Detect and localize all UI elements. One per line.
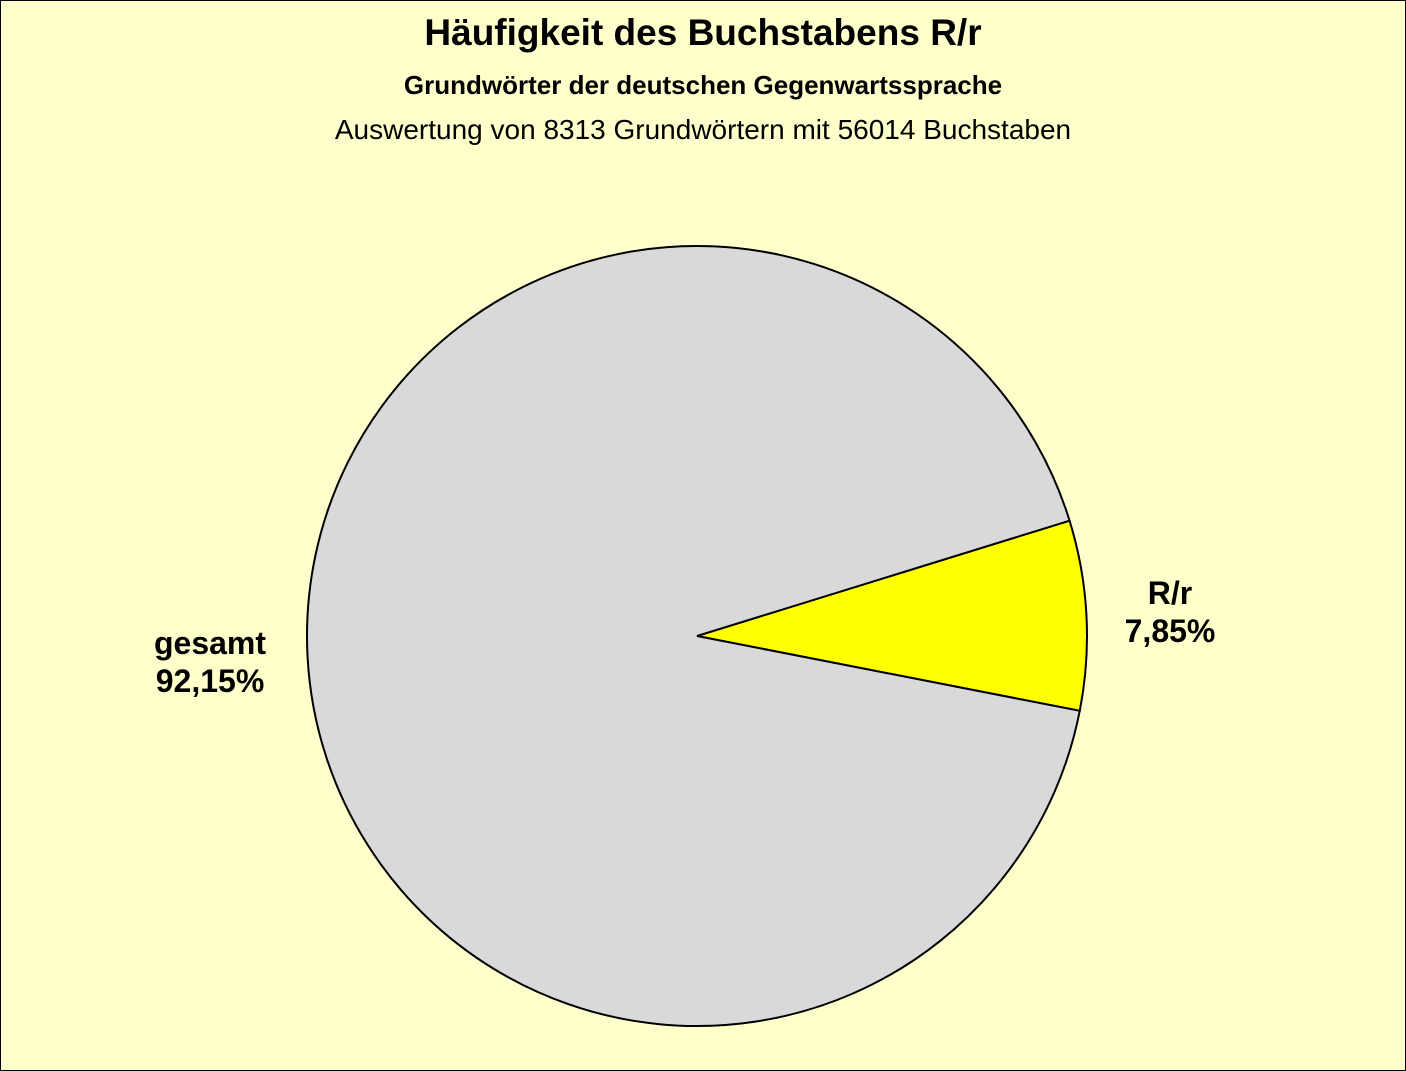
slice-label-r: R/r 7,85% [1100, 574, 1240, 650]
slice-value-gesamt: 92,15% [155, 663, 265, 699]
slice-name-r: R/r [1147, 575, 1193, 611]
chart-note: Auswertung von 8313 Grundwörtern mit 560… [334, 114, 1072, 145]
slice-value-r: 7,85% [1124, 613, 1216, 649]
pie-slice-gesamt [306, 245, 1081, 1027]
chart-title: Häufigkeit des Buchstabens R/r [424, 12, 982, 53]
pie-slice-r-r [696, 519, 1088, 712]
chart-subtitle: Grundwörter der deutschen Gegenwartsspra… [403, 70, 1003, 100]
slice-label-gesamt: gesamt 92,15% [120, 624, 300, 700]
slice-name-gesamt: gesamt [153, 625, 267, 661]
